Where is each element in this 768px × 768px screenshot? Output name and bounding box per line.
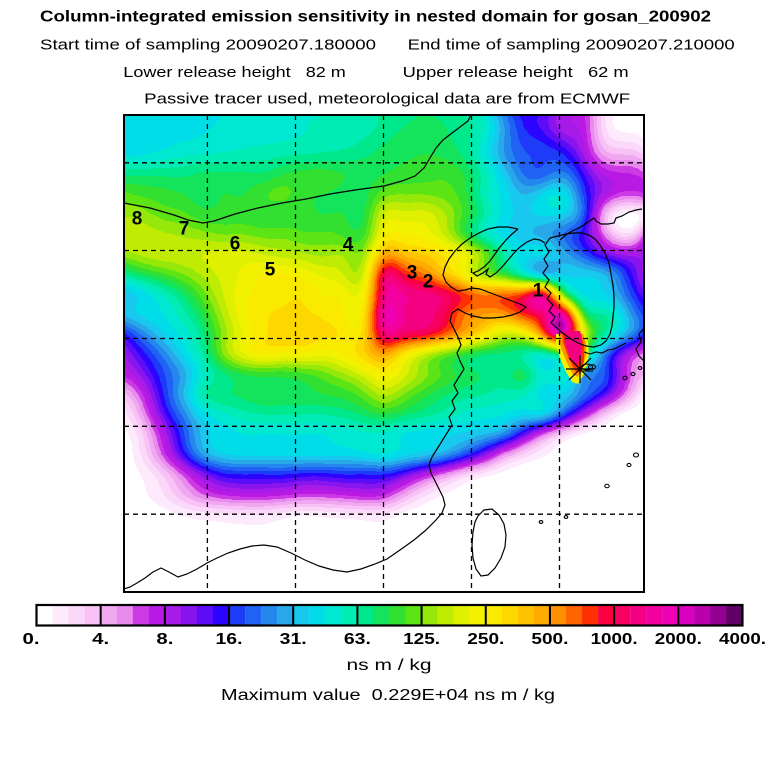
- svg-text:Start time of sampling 2009020: Start time of sampling 20090207.180000: [40, 37, 376, 54]
- svg-text:2000.: 2000.: [655, 631, 702, 648]
- svg-text:500.: 500.: [531, 631, 568, 648]
- svg-text:1000.: 1000.: [591, 631, 638, 648]
- svg-text:4: 4: [343, 235, 354, 256]
- svg-text:250.: 250.: [467, 631, 504, 648]
- svg-text:0.: 0.: [23, 631, 40, 648]
- svg-text:8: 8: [132, 209, 143, 230]
- svg-text:16.: 16.: [216, 631, 243, 648]
- svg-text:ns m / kg: ns m / kg: [347, 657, 432, 674]
- svg-text:6: 6: [230, 234, 241, 255]
- svg-text:5: 5: [265, 260, 276, 281]
- svg-text:4000.: 4000.: [719, 631, 766, 648]
- svg-text:63.: 63.: [344, 631, 371, 648]
- svg-text:31.: 31.: [280, 631, 307, 648]
- svg-text:Passive tracer used, meteorolo: Passive tracer used, meteorological data…: [144, 91, 630, 108]
- svg-text:7: 7: [179, 219, 190, 240]
- svg-text:125.: 125.: [403, 631, 440, 648]
- svg-text:Upper release height 62 m: Upper release height 62 m: [403, 64, 629, 81]
- svg-text:4.: 4.: [92, 631, 109, 648]
- svg-text:End time of sampling 20090207.: End time of sampling 20090207.210000: [408, 37, 735, 54]
- svg-text:Column-integrated emission sen: Column-integrated emission sensitivity i…: [40, 9, 711, 26]
- svg-text:Maximum value 0.229E+04 ns m: Maximum value 0.229E+04 ns m / kg: [221, 687, 555, 704]
- svg-text:Lower release height 82 m: Lower release height 82 m: [123, 64, 345, 81]
- svg-text:2: 2: [423, 272, 434, 293]
- svg-text:8.: 8.: [156, 631, 173, 648]
- svg-text:3: 3: [407, 263, 418, 284]
- svg-text:1: 1: [533, 281, 544, 302]
